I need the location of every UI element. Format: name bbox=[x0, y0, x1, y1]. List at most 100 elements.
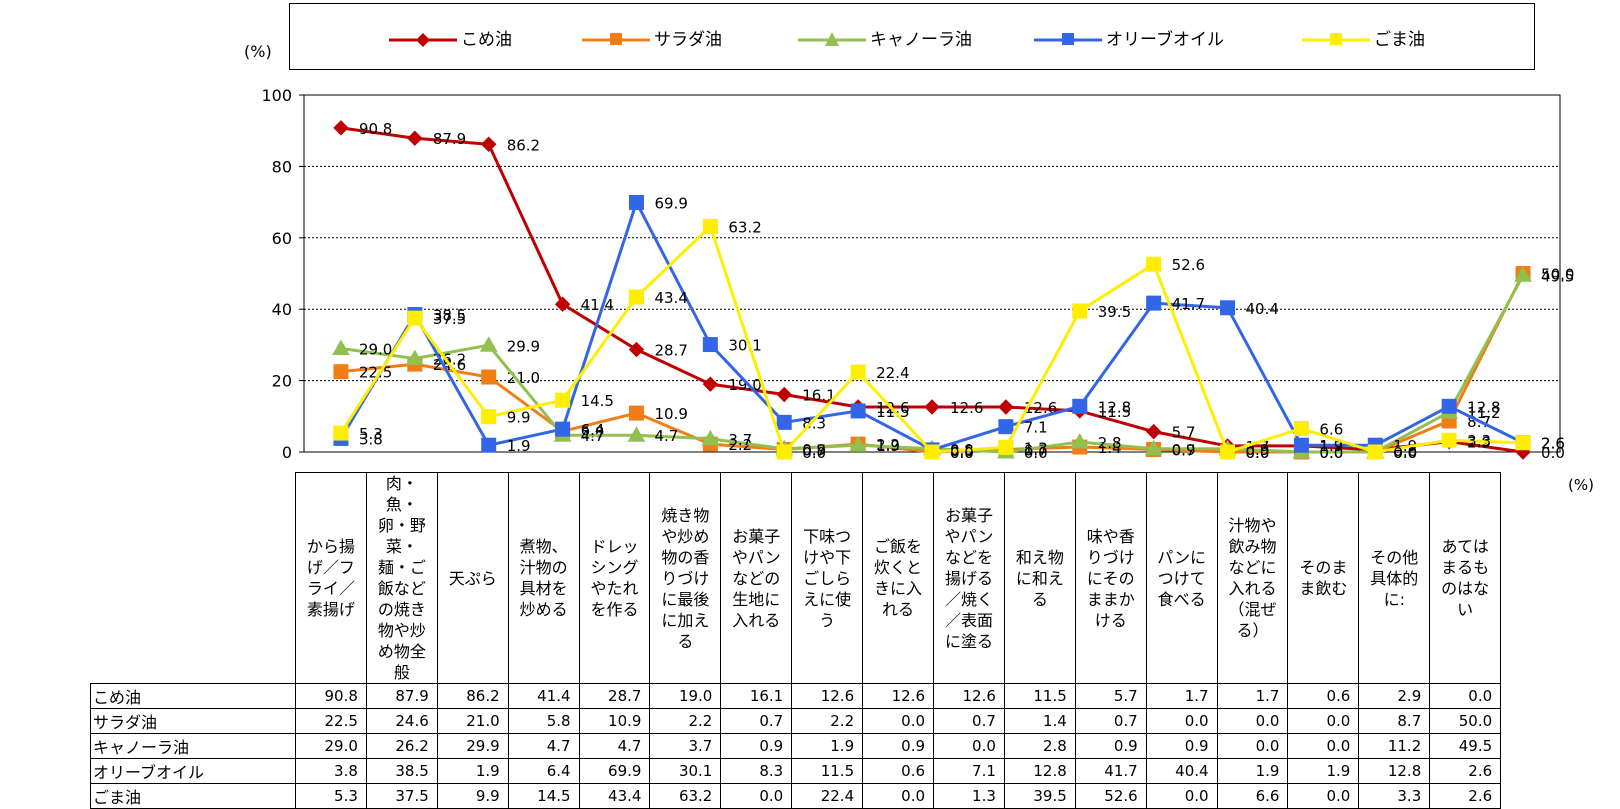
data-label: 0.0 bbox=[1541, 444, 1565, 462]
data-label: 1.3 bbox=[1024, 439, 1048, 457]
series-4: 5.337.59.914.543.463.20.022.40.0 1.339.55… bbox=[333, 218, 1565, 462]
y-tick-label: 100 bbox=[261, 86, 292, 105]
plot-area bbox=[303, 94, 1561, 453]
data-point bbox=[481, 437, 497, 453]
table-column-header: 天ぷら bbox=[436, 472, 509, 684]
data-label: 2.6 bbox=[1541, 435, 1565, 453]
legend-label: キャノーラ油 bbox=[870, 30, 972, 50]
data-label: 39.5 bbox=[1098, 303, 1131, 321]
table-cell: 19.0 bbox=[649, 683, 722, 709]
y-tick-label: 40 bbox=[272, 300, 292, 319]
data-point bbox=[555, 392, 571, 408]
table-column-header: 肉・魚・卵・野菜・麺・ご飯などの焼き物や炒め物全般 bbox=[365, 472, 438, 684]
table-cell: 21.0 bbox=[436, 708, 509, 734]
data-point bbox=[776, 386, 792, 403]
table-cell: 3.8 bbox=[295, 758, 367, 784]
data-label: 0.0 bbox=[1246, 444, 1270, 462]
table-cell: 41.4 bbox=[507, 683, 580, 709]
table-column-header-text: 下味つけや下ごしらえに使う bbox=[803, 526, 852, 630]
table-row-label: オリーブオイル bbox=[90, 758, 296, 784]
table-cell: 0.0 bbox=[1287, 733, 1360, 759]
table-cell: 0.0 bbox=[862, 783, 935, 809]
y-axis-unit-label: (%) bbox=[244, 42, 272, 61]
table-column-header-text: 焼き物や炒め物の香りづけに最後に加える bbox=[661, 505, 710, 651]
data-point bbox=[1145, 423, 1162, 440]
data-point bbox=[555, 421, 571, 437]
table-cell: 28.7 bbox=[578, 683, 651, 709]
data-label: 29.0 bbox=[359, 340, 392, 358]
table-cell: 12.6 bbox=[791, 683, 864, 709]
data-label: 0.0 bbox=[1024, 444, 1048, 462]
table-column-header-text: ドレッシングやたれを作る bbox=[590, 537, 639, 619]
data-point bbox=[332, 339, 350, 355]
table-cell: 2.2 bbox=[791, 708, 864, 734]
data-label: 4.7 bbox=[654, 427, 678, 445]
data-label: 11.5 bbox=[1098, 403, 1131, 421]
table-cell: 11.2 bbox=[1358, 733, 1431, 759]
data-point bbox=[924, 444, 940, 460]
data-label: 11.2 bbox=[1467, 404, 1500, 422]
data-point bbox=[998, 399, 1014, 415]
data-label: 12.8 bbox=[1098, 398, 1131, 416]
legend-label: オリーブオイル bbox=[1106, 30, 1224, 50]
data-label: 38.5 bbox=[433, 307, 466, 325]
table-cell: 14.5 bbox=[507, 783, 580, 809]
data-point bbox=[481, 409, 497, 425]
table-column-header: 汁物や飲み物などに入れる（混ぜる） bbox=[1216, 472, 1289, 684]
data-label: 9.9 bbox=[507, 409, 531, 427]
data-label: 3.3 bbox=[1467, 432, 1491, 450]
data-label: 7.1 bbox=[1024, 419, 1048, 437]
data-label: 43.4 bbox=[654, 289, 687, 307]
table-cell: 0.0 bbox=[933, 733, 1005, 759]
table-cell: 29.9 bbox=[436, 733, 509, 759]
table-cell: 37.5 bbox=[365, 783, 438, 809]
table-cell: 0.6 bbox=[1287, 683, 1360, 709]
data-label: 29.9 bbox=[507, 337, 540, 355]
legend-swatch bbox=[582, 33, 650, 45]
table-column-header-text: から揚げ／フライ／素揚げ bbox=[306, 537, 355, 619]
table-column-header-text: パンにつけて食べる bbox=[1157, 547, 1207, 609]
data-point bbox=[702, 337, 718, 353]
data-label: 12.6 bbox=[1024, 399, 1057, 417]
data-label: 3.7 bbox=[728, 431, 752, 449]
table-cell: 29.0 bbox=[295, 733, 367, 759]
data-point bbox=[1367, 444, 1383, 460]
table-header-row: から揚げ／フライ／素揚げ 肉・魚・卵・野菜・麺・ご飯などの焼き物や炒め物全般 天ぷら… bbox=[90, 472, 1502, 684]
table-column-header-text: 味や香りづけにそのままかける bbox=[1086, 526, 1135, 630]
table-cell: 0.0 bbox=[1287, 783, 1360, 809]
table-cell: 0.0 bbox=[1145, 708, 1218, 734]
series-1: 22.5 24.621.05.810.92.2 0.7 2.2 0.0 0.7 1.4 0.7… bbox=[333, 266, 1574, 462]
table-cell: 24.6 bbox=[365, 708, 438, 734]
table-cell: 86.2 bbox=[436, 683, 509, 709]
table-column-header-text: その他具体的に: bbox=[1370, 547, 1419, 609]
data-label: 10.9 bbox=[654, 405, 687, 423]
data-point bbox=[1072, 398, 1088, 414]
data-label: 0.0 bbox=[950, 444, 974, 462]
table-cell: 22.5 bbox=[295, 708, 367, 734]
table-cell: 9.9 bbox=[436, 783, 509, 809]
table-column-header: 和え物に和える bbox=[1003, 472, 1076, 684]
table-cell: 12.6 bbox=[933, 683, 1005, 709]
table-cell: 11.5 bbox=[791, 758, 864, 784]
table-cell: 10.9 bbox=[578, 708, 651, 734]
table-column-header-text: そのまま飲む bbox=[1299, 558, 1348, 598]
table-cell: 6.4 bbox=[507, 758, 580, 784]
table-cell: 12.8 bbox=[1358, 758, 1431, 784]
table-cell: 40.4 bbox=[1145, 758, 1218, 784]
table-cell: 0.7 bbox=[720, 708, 793, 734]
table-cell: 1.7 bbox=[1145, 683, 1218, 709]
table-column-header-text: 煮物、汁物の具材を炒める bbox=[519, 537, 568, 619]
table-cell: 49.5 bbox=[1429, 733, 1502, 759]
data-point bbox=[850, 403, 866, 419]
data-point bbox=[333, 364, 349, 380]
data-point bbox=[628, 194, 644, 210]
data-label: 12.6 bbox=[950, 399, 983, 417]
data-point bbox=[1293, 437, 1309, 453]
data-label: 3.8 bbox=[359, 430, 383, 448]
table-cell: 1.9 bbox=[791, 733, 864, 759]
legend-label: サラダ油 bbox=[654, 30, 722, 50]
table-cell: 0.0 bbox=[1287, 708, 1360, 734]
data-label: 5.8 bbox=[581, 423, 605, 441]
table-cell: 26.2 bbox=[365, 733, 438, 759]
table-cell: 5.7 bbox=[1074, 683, 1147, 709]
